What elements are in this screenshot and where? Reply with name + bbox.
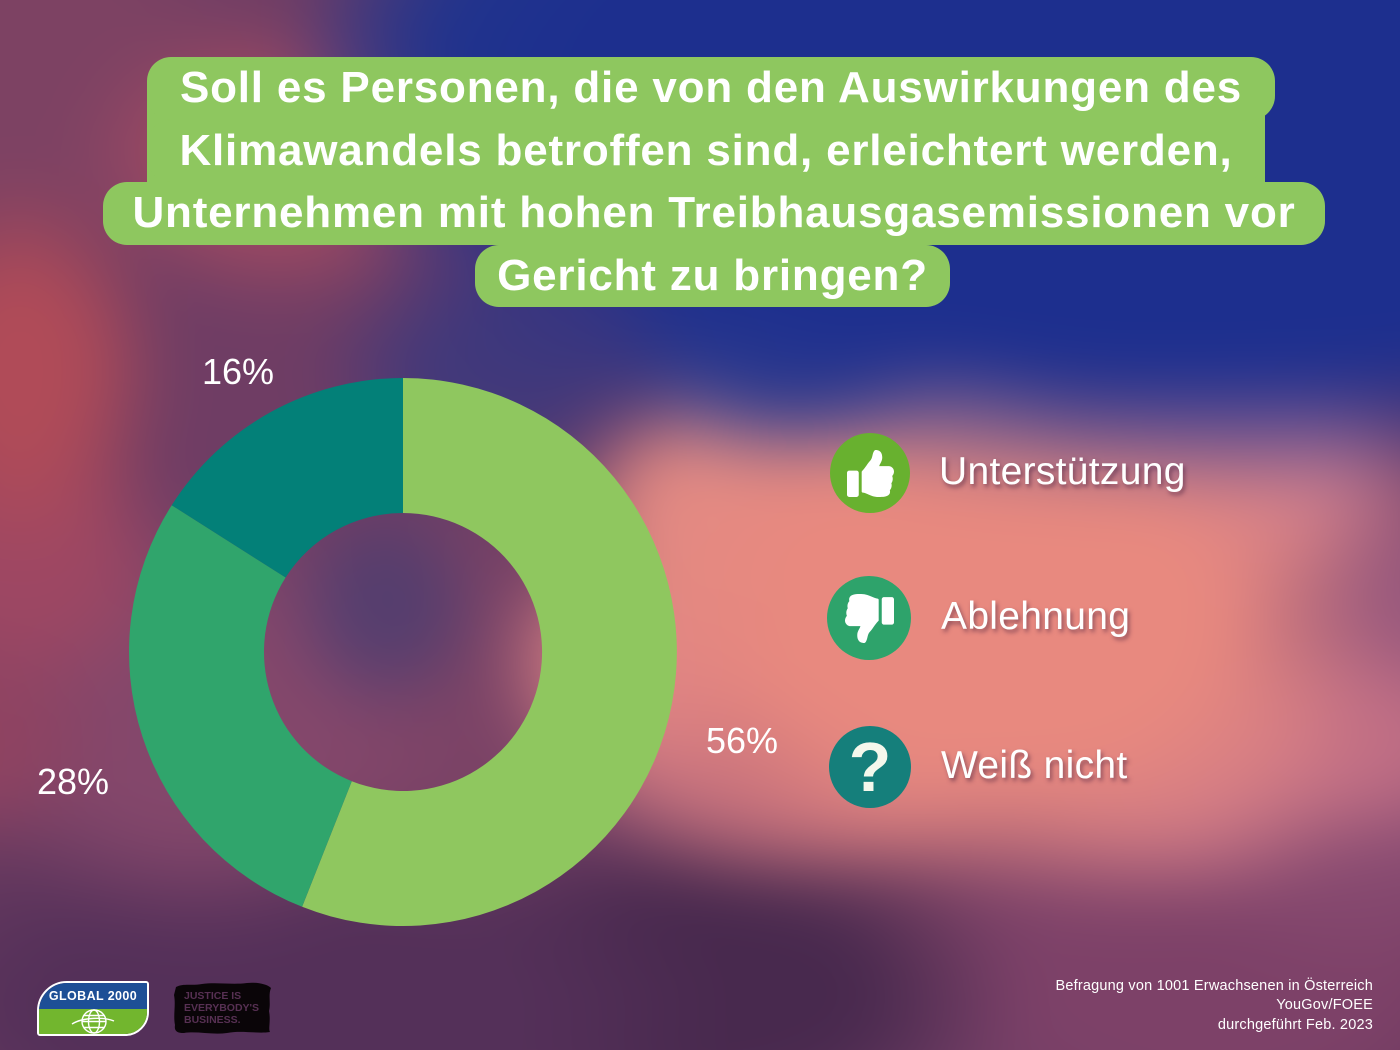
- svg-text:BUSINESS.: BUSINESS.: [184, 1014, 241, 1026]
- svg-text:JUSTICE IS: JUSTICE IS: [184, 990, 241, 1002]
- svg-text:EVERYBODY'S: EVERYBODY'S: [184, 1002, 259, 1014]
